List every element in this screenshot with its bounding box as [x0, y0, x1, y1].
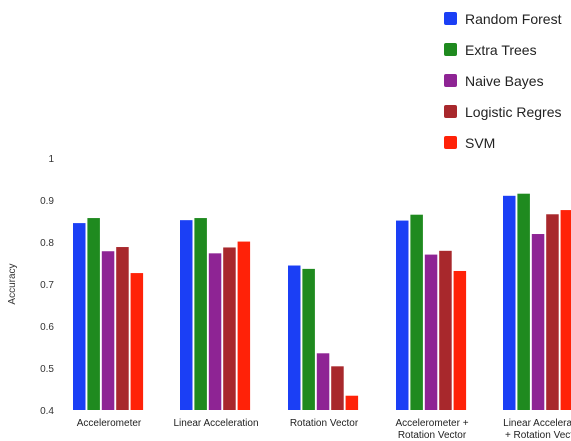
bar-logistic-regres: [331, 366, 344, 410]
bar-naive-bayes: [531, 234, 545, 410]
bar-random-forest: [180, 220, 193, 410]
x-category-label: + Rotation Vect: [505, 430, 571, 441]
x-category-label: Linear Accelerat: [503, 418, 571, 429]
x-category-label: Rotation Vector: [290, 418, 359, 429]
bar-svm: [237, 241, 251, 410]
bar-random-forest: [288, 265, 301, 410]
bar-svm: [560, 210, 571, 410]
bar-extra-trees: [410, 214, 423, 410]
y-axis: Accuracy 0.4 0.5 0.6 0.7 0.8 0.9 1: [7, 154, 54, 417]
bar-random-forest: [73, 223, 86, 410]
legend-swatch: [444, 43, 457, 56]
bar-naive-bayes: [424, 254, 438, 410]
bar-logistic-regres: [546, 214, 559, 410]
y-tick-label: 0.8: [40, 238, 54, 249]
x-category-label: Linear Acceleration: [173, 418, 258, 429]
bar-naive-bayes: [208, 253, 222, 410]
bar-svm: [130, 273, 144, 410]
bars: [73, 193, 571, 410]
legend-label: Extra Trees: [465, 42, 537, 58]
y-tick-label: 0.5: [40, 364, 54, 375]
y-tick-label: 0.9: [40, 196, 54, 207]
legend-swatch: [444, 74, 457, 87]
y-tick-label: 1: [48, 154, 54, 165]
bar-extra-trees: [87, 218, 100, 410]
y-tick-label: 0.4: [40, 406, 54, 417]
bar-extra-trees: [194, 218, 207, 410]
y-axis-title: Accuracy: [7, 263, 18, 304]
legend-label: SVM: [465, 135, 495, 151]
legend-swatch: [444, 105, 457, 118]
bar-extra-trees: [302, 268, 315, 410]
legend-swatch: [444, 136, 457, 149]
x-axis: Accelerometer Linear Acceleration Rotation…: [77, 418, 571, 441]
bar-naive-bayes: [316, 353, 330, 410]
bar-logistic-regres: [116, 247, 129, 410]
x-category-label: Accelerometer +: [395, 418, 468, 429]
x-category-label: Rotation Vector: [398, 430, 467, 441]
bar-svm: [345, 395, 359, 410]
bar-logistic-regres: [439, 250, 452, 410]
legend-label: Logistic Regres: [465, 104, 562, 120]
bar-random-forest: [503, 195, 516, 410]
legend-swatch: [444, 12, 457, 25]
x-category-label: Accelerometer: [77, 418, 142, 429]
legend: Random Forest Extra Trees Naive Bayes Logis…: [444, 11, 562, 151]
legend-label: Naive Bayes: [465, 73, 544, 89]
bar-svm: [453, 270, 467, 410]
bar-random-forest: [396, 220, 409, 410]
bar-logistic-regres: [223, 247, 236, 410]
bar-extra-trees: [517, 193, 530, 410]
y-tick-label: 0.7: [40, 280, 54, 291]
y-tick-label: 0.6: [40, 322, 54, 333]
legend-label: Random Forest: [465, 11, 562, 27]
bar-naive-bayes: [101, 251, 115, 410]
